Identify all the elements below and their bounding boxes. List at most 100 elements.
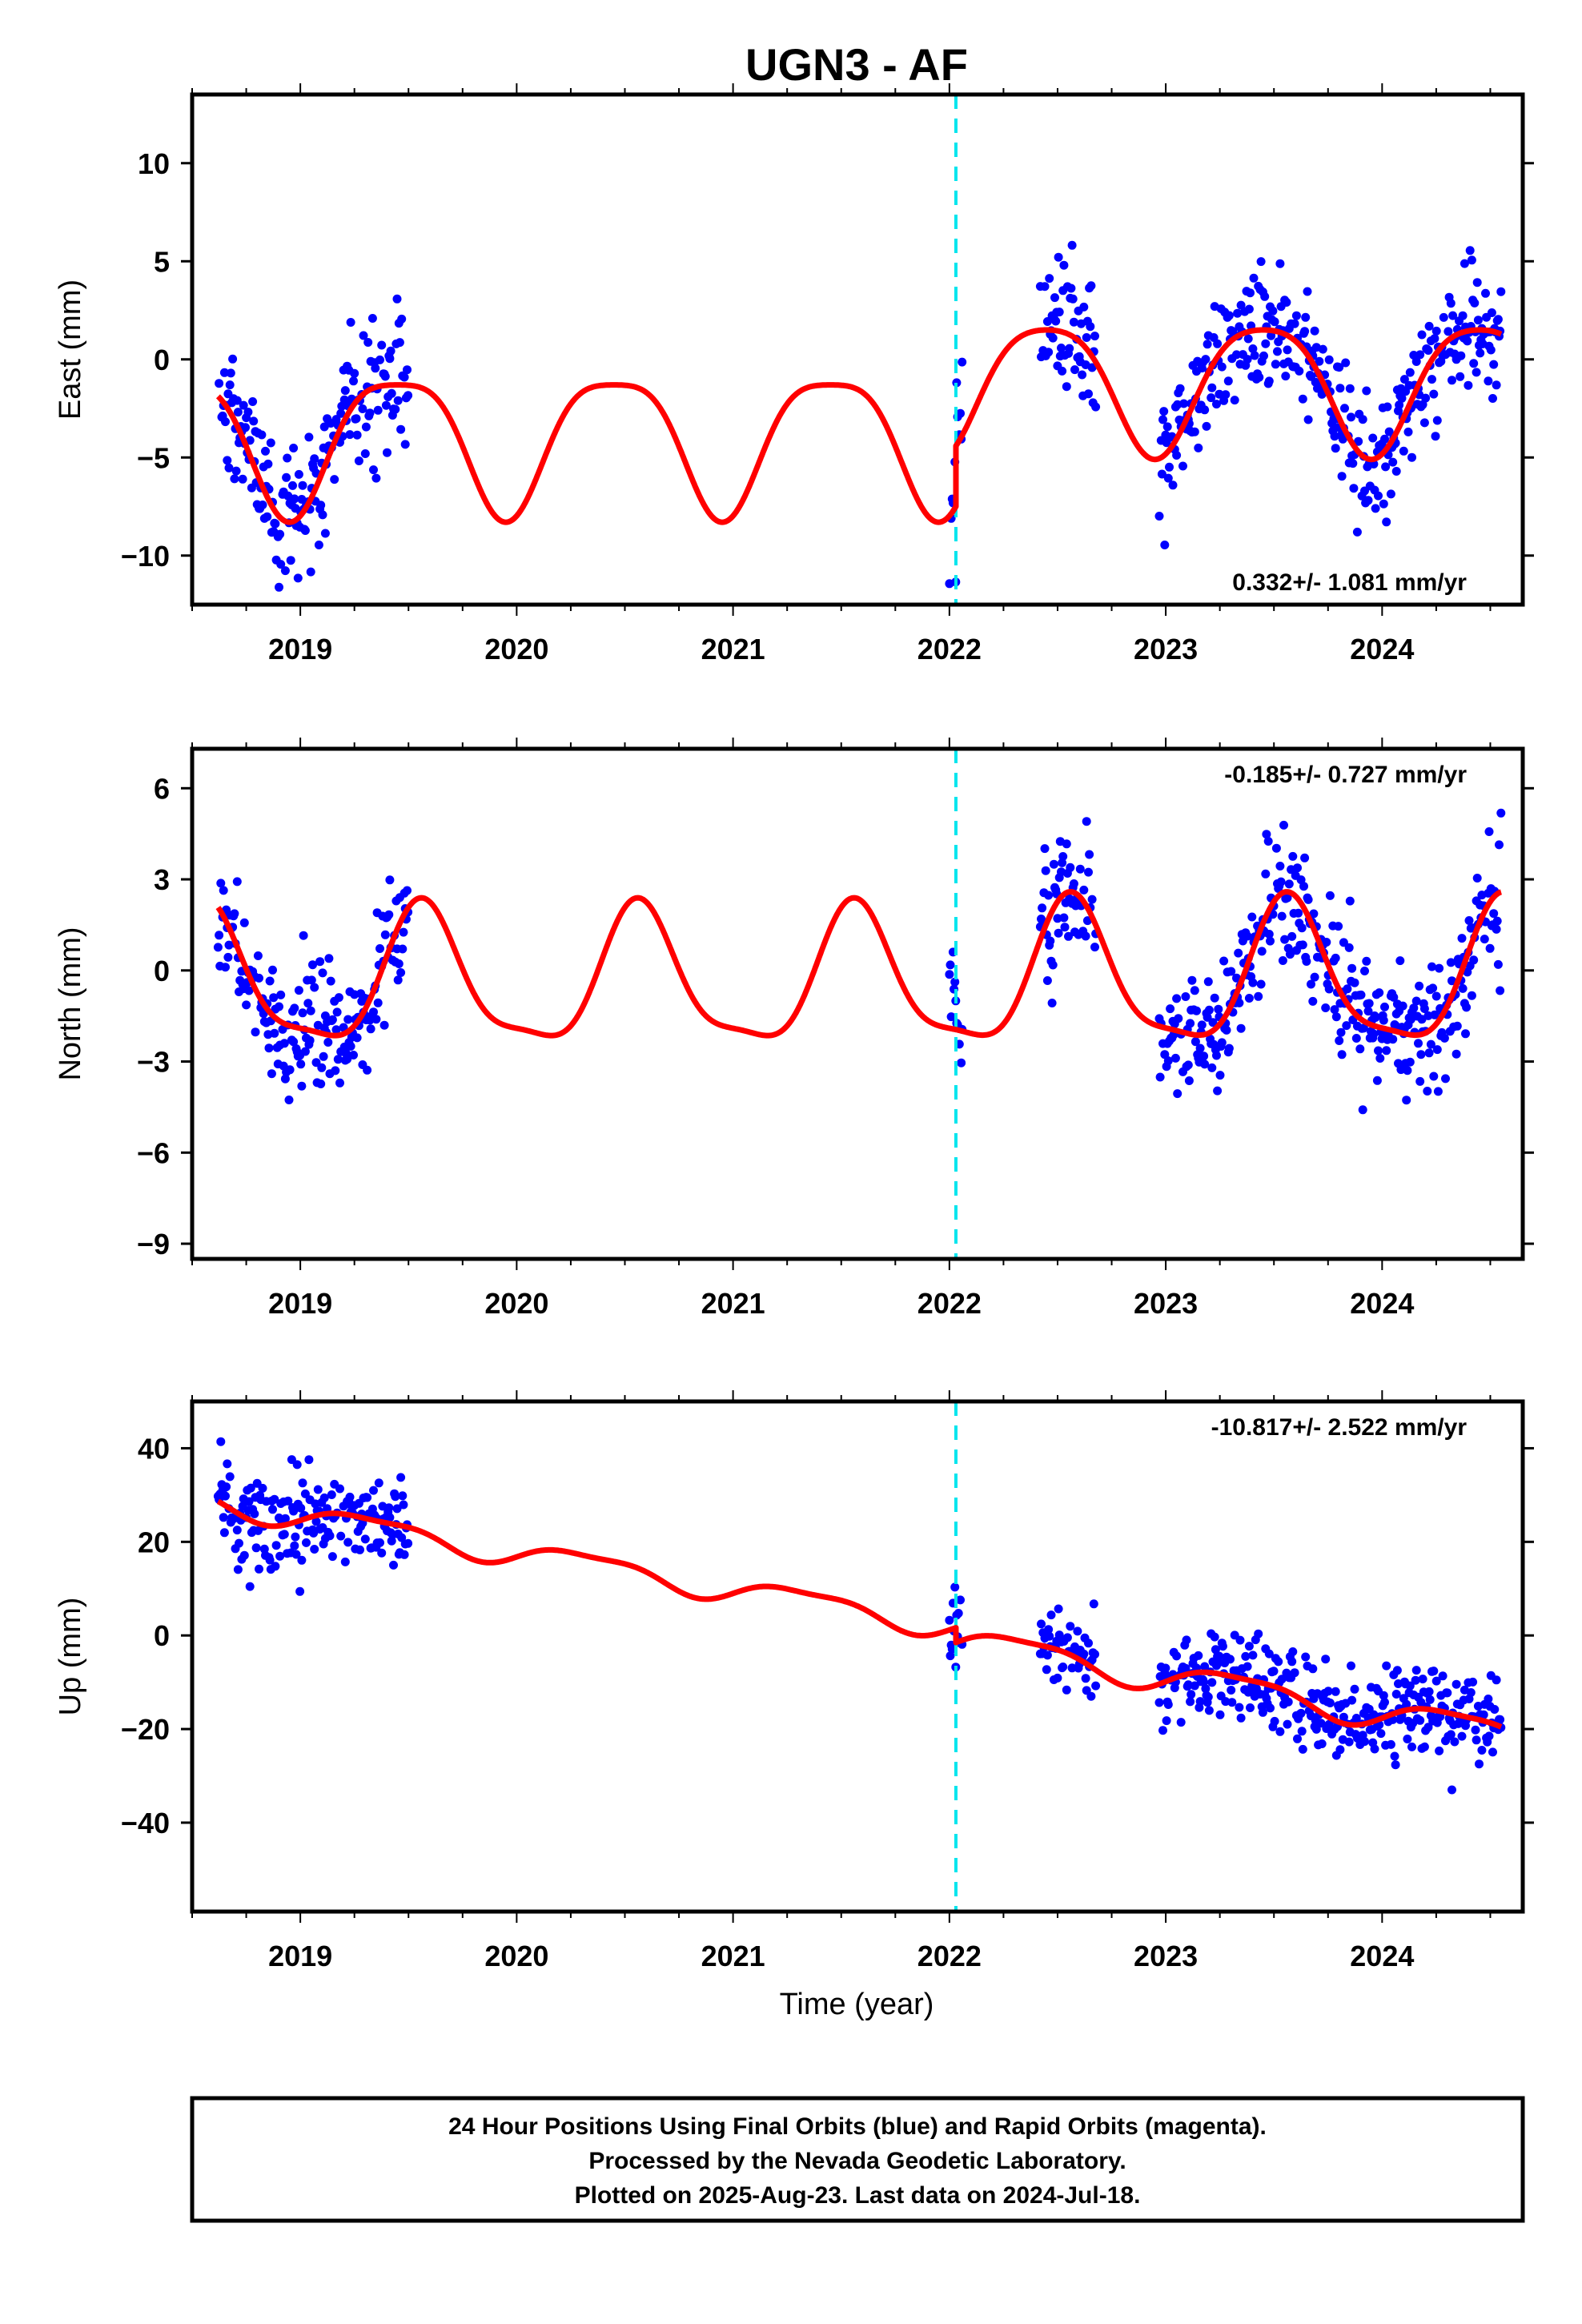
- north-data-point: [1232, 973, 1241, 983]
- east-data-point: [1207, 383, 1217, 392]
- north-data-point: [264, 1043, 274, 1053]
- up-data-point: [389, 1560, 398, 1570]
- east-data-point: [283, 453, 292, 463]
- east-data-point: [1250, 351, 1259, 360]
- north-data-point: [1085, 850, 1094, 859]
- east-data-point: [1349, 484, 1359, 493]
- north-data-point: [1044, 891, 1054, 900]
- up-data-point: [1317, 1739, 1327, 1748]
- north-data-point: [1222, 1025, 1231, 1035]
- north-data-point: [1464, 916, 1474, 925]
- up-data-point: [1321, 1655, 1331, 1664]
- up-data-point: [1158, 1726, 1167, 1735]
- up-data-point: [265, 1555, 275, 1565]
- east-data-point: [1232, 350, 1241, 360]
- north-data-point: [1199, 1051, 1209, 1061]
- north-data-point: [310, 983, 319, 992]
- east-data-point: [363, 338, 373, 347]
- north-data-point: [1350, 978, 1359, 987]
- up-data-point: [945, 1615, 954, 1625]
- north-data-point: [1416, 1050, 1426, 1059]
- north-data-point: [1047, 999, 1057, 1007]
- up-data-point: [1360, 1737, 1369, 1747]
- north-data-point: [945, 970, 954, 979]
- north-data-point: [1298, 940, 1307, 950]
- east-data-point: [1057, 344, 1066, 352]
- up-data-point: [1484, 1695, 1493, 1703]
- east-data-point: [1447, 376, 1456, 385]
- east-data-point: [391, 404, 400, 414]
- north-data-point: [1042, 976, 1052, 985]
- north-data-point: [1204, 1005, 1214, 1015]
- east-data-point: [1051, 316, 1061, 326]
- up-data-point: [1244, 1642, 1254, 1651]
- east-data-point: [1489, 360, 1499, 369]
- east-data-point: [1341, 358, 1351, 368]
- up-data-point: [1227, 1698, 1237, 1707]
- east-x-tick-label: 2024: [1350, 633, 1414, 665]
- up-data-point: [1236, 1713, 1246, 1723]
- up-data-point: [956, 1595, 965, 1605]
- east-data-point: [1172, 451, 1182, 460]
- north-data-point: [1496, 986, 1505, 995]
- north-data-point: [1375, 1054, 1385, 1063]
- north-data-point: [1062, 839, 1071, 849]
- north-data-point: [1087, 895, 1097, 904]
- north-data-point: [1280, 935, 1290, 944]
- north-data-point: [327, 1015, 337, 1024]
- up-data-point: [1466, 1688, 1476, 1697]
- up-data-point: [1073, 1626, 1082, 1636]
- east-data-point: [1358, 415, 1367, 424]
- east-data-point: [290, 494, 299, 504]
- up-data-point: [1207, 1678, 1217, 1687]
- up-y-tick-label: 20: [138, 1526, 170, 1558]
- north-data-point: [1247, 912, 1257, 922]
- east-data-point: [1201, 355, 1211, 364]
- east-data-point: [403, 365, 412, 375]
- up-frame: [190, 1399, 1525, 1914]
- east-y-tick-label: 5: [154, 245, 170, 278]
- north-data-point: [394, 959, 404, 968]
- north-data-point: [244, 986, 254, 995]
- north-data-point: [221, 963, 230, 972]
- up-data-point: [385, 1513, 395, 1522]
- east-data-point: [354, 456, 363, 465]
- north-data-point: [384, 910, 394, 919]
- east-data-point: [245, 436, 255, 445]
- east-data-point: [1388, 457, 1398, 467]
- north-data-point: [285, 1065, 295, 1075]
- east-data-point: [1487, 308, 1496, 317]
- north-data-point: [1040, 844, 1050, 854]
- east-data-point: [1330, 432, 1339, 441]
- east-data-point: [1223, 376, 1233, 386]
- north-data-point: [298, 1008, 307, 1018]
- north-data-point: [1461, 1029, 1470, 1039]
- east-data-point: [1391, 467, 1401, 476]
- east-data-point: [231, 466, 241, 476]
- north-data-point: [393, 975, 403, 985]
- up-data-point: [1468, 1677, 1478, 1687]
- north-data-point: [1059, 913, 1069, 923]
- east-data-point: [1423, 346, 1433, 355]
- up-data-point: [1161, 1663, 1170, 1673]
- up-data-point: [291, 1532, 300, 1542]
- north-data-point: [1372, 1076, 1382, 1085]
- north-data-point: [950, 977, 960, 987]
- up-data-point: [1392, 1666, 1402, 1675]
- up-data-point: [1215, 1651, 1224, 1661]
- north-data-point: [1363, 1007, 1373, 1016]
- east-data-point: [371, 473, 381, 483]
- east-data-point: [386, 346, 396, 356]
- up-data-point: [343, 1538, 353, 1547]
- east-data-point: [1069, 317, 1078, 327]
- up-data-point: [1277, 1675, 1287, 1684]
- east-data-point: [1347, 412, 1355, 422]
- up-data-point: [1288, 1647, 1298, 1656]
- north-data-point: [316, 1080, 326, 1088]
- north-data-point: [1243, 931, 1252, 941]
- up-data-point: [360, 1534, 370, 1544]
- east-data-point: [310, 454, 319, 464]
- north-data-point: [324, 954, 334, 963]
- up-data-point: [1446, 1730, 1456, 1739]
- north-data-point: [1166, 1004, 1175, 1014]
